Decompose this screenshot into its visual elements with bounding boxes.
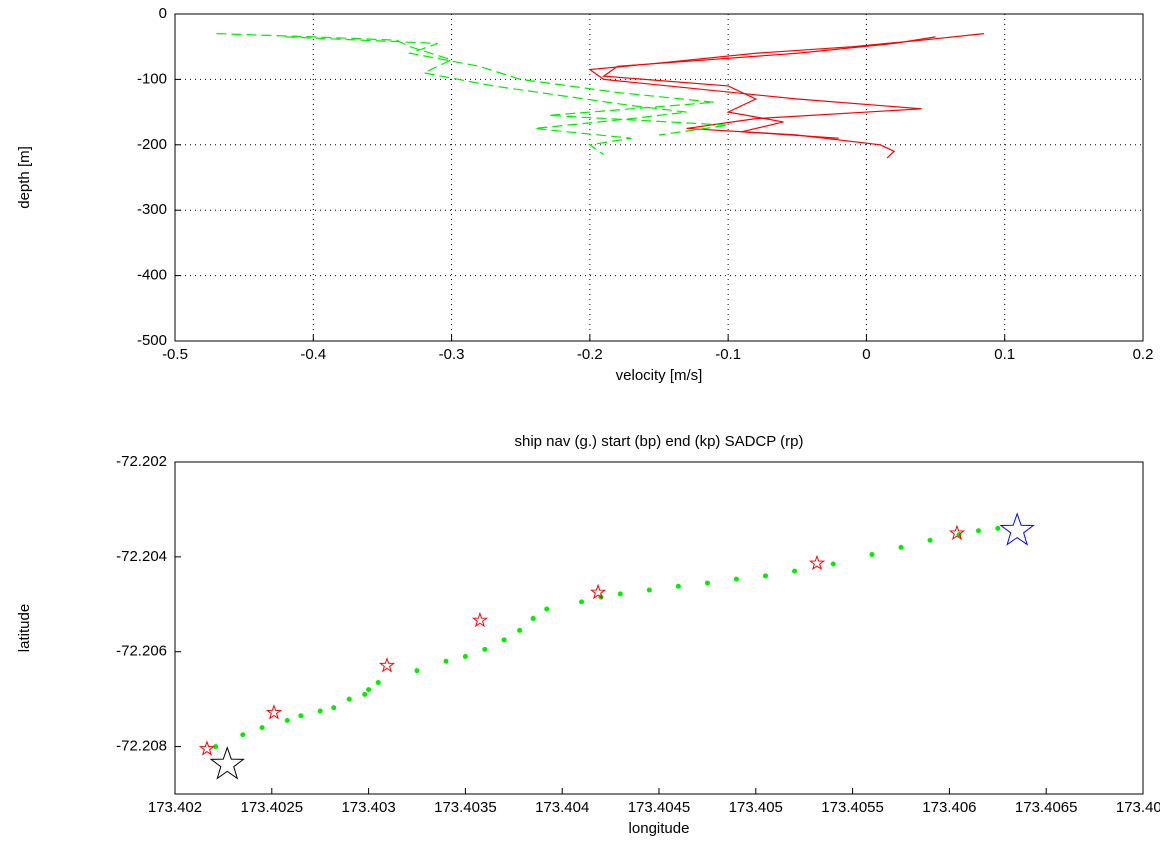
nav-point xyxy=(675,583,681,589)
y-tick-label: -300 xyxy=(137,201,167,218)
y-tick-label: -72.206 xyxy=(116,643,167,660)
nav-point xyxy=(544,606,550,612)
x-tick-label: 0 xyxy=(862,346,870,363)
nav-point xyxy=(869,551,875,557)
x-tick-label: 173.4035 xyxy=(434,799,497,816)
profile-line xyxy=(588,33,985,159)
nav-point xyxy=(898,544,904,550)
nav-point xyxy=(240,732,246,738)
star-marker xyxy=(209,746,245,780)
y-tick-label: -500 xyxy=(137,332,167,349)
x-tick-label: 173.4055 xyxy=(821,799,884,816)
star-marker xyxy=(808,554,826,571)
nav-point xyxy=(366,687,372,693)
x-tick-label: -0.1 xyxy=(715,346,741,363)
star-marker xyxy=(198,740,216,756)
x-tick-label: -0.2 xyxy=(577,346,603,363)
nav-point xyxy=(733,576,739,582)
y-tick-label: -100 xyxy=(137,70,167,87)
y-tick-label: -200 xyxy=(137,136,167,153)
x-tick-label: 173.4025 xyxy=(241,799,304,816)
star-marker xyxy=(948,524,966,541)
star-marker xyxy=(378,657,396,673)
nav-point xyxy=(375,680,381,686)
axes-box xyxy=(174,13,1144,342)
x-tick-label: 0.1 xyxy=(994,346,1015,363)
x-tick-label: -0.4 xyxy=(300,346,326,363)
y-tick-label: -72.204 xyxy=(116,548,167,565)
nav-point xyxy=(617,591,623,597)
nav-point xyxy=(646,587,652,593)
nav-point xyxy=(346,696,352,702)
y-axis-label: latitude xyxy=(16,604,33,652)
nav-point xyxy=(530,616,536,622)
x-tick-label: 173.4045 xyxy=(628,799,691,816)
chart-title: ship nav (g.) start (bp) end (kp) SADCP … xyxy=(515,433,804,450)
nav-point xyxy=(830,561,836,567)
y-tick-label: -72.208 xyxy=(116,738,167,755)
x-tick-label: 173.4065 xyxy=(1015,799,1078,816)
nav-point xyxy=(317,708,323,714)
nav-point xyxy=(975,528,981,534)
nav-point xyxy=(414,668,420,674)
nav-point xyxy=(501,637,507,643)
nav-point xyxy=(704,580,710,586)
x-axis-label: velocity [m/s] xyxy=(616,367,703,384)
nav-point xyxy=(762,573,768,579)
nav-point xyxy=(331,705,337,711)
profile-line xyxy=(601,36,936,139)
plot-area xyxy=(175,462,1143,794)
profile-line xyxy=(216,33,687,156)
y-tick-label: -400 xyxy=(137,267,167,284)
x-tick-label: 173.402 xyxy=(148,799,202,816)
star-marker xyxy=(265,704,283,720)
nav-point xyxy=(213,744,219,750)
y-tick-label: 0 xyxy=(159,5,167,22)
nav-point xyxy=(995,525,1001,531)
nav-point xyxy=(259,725,265,731)
x-tick-label: 173.405 xyxy=(729,799,783,816)
x-axis-label: longitude xyxy=(629,820,690,837)
star-marker xyxy=(999,512,1035,546)
nav-point xyxy=(927,537,933,543)
nav-point xyxy=(362,691,368,697)
nav-point xyxy=(579,599,585,605)
plot-area xyxy=(175,14,1143,341)
profile-line xyxy=(285,36,729,136)
nav-point xyxy=(284,717,290,723)
x-tick-label: 173.407 xyxy=(1116,799,1160,816)
nav-point xyxy=(462,653,468,659)
nav-point xyxy=(482,646,488,652)
nav-point xyxy=(298,713,304,719)
star-marker xyxy=(471,611,489,628)
x-tick-label: 0.2 xyxy=(1133,346,1154,363)
y-tick-label: -72.202 xyxy=(116,453,167,470)
nav-point xyxy=(517,627,523,633)
y-axis-label: depth [m] xyxy=(16,146,33,209)
x-tick-label: 173.404 xyxy=(535,799,589,816)
x-tick-label: 173.403 xyxy=(341,799,395,816)
x-tick-label: -0.5 xyxy=(162,346,188,363)
nav-point xyxy=(443,658,449,664)
x-tick-label: -0.3 xyxy=(439,346,465,363)
star-marker xyxy=(589,583,607,600)
x-tick-label: 173.406 xyxy=(922,799,976,816)
nav-point xyxy=(792,568,798,574)
axes-box xyxy=(174,461,1144,795)
